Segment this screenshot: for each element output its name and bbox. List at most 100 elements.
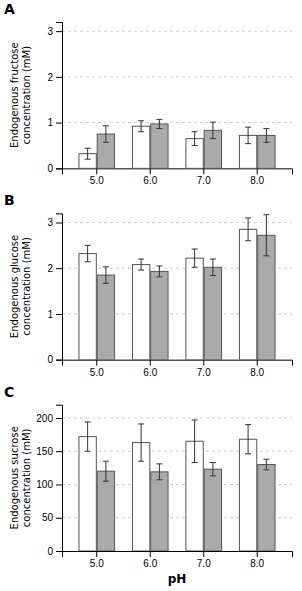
y-tick: 0	[47, 546, 62, 557]
y-axis-title-line: concentration (mM)	[21, 46, 32, 145]
x-tick: 8.0	[250, 551, 264, 569]
x-tick-line	[150, 551, 151, 557]
error-bar-cap	[210, 122, 216, 123]
x-tick-line	[257, 168, 258, 174]
y-tick-line	[56, 123, 62, 124]
x-tick-label: 8.0	[250, 558, 264, 569]
y-axis-line	[56, 23, 63, 169]
bar	[97, 471, 114, 551]
bar	[258, 465, 275, 551]
error-bar-stem	[212, 259, 213, 275]
error-bar-stem	[212, 122, 213, 138]
grid-line	[62, 76, 292, 77]
error-bar-stem	[159, 266, 160, 277]
x-tick-line	[150, 360, 151, 366]
error-bar	[210, 259, 216, 275]
y-tick: 2	[47, 72, 62, 83]
error-bar	[103, 267, 109, 283]
y-axis-title-line: concentration (mM)	[21, 237, 32, 336]
error-bar-stem	[141, 259, 142, 270]
y-tick-label: 3	[47, 217, 53, 228]
error-bar-cap	[192, 131, 198, 132]
error-bar-stem	[159, 119, 160, 128]
error-bar	[85, 245, 91, 261]
error-bar	[103, 461, 109, 481]
x-tick-line	[96, 168, 97, 174]
error-bar-stem	[266, 459, 267, 470]
x-tick-label: 5.0	[90, 175, 104, 186]
x-axis-title: pH	[168, 572, 187, 586]
error-bar-stem	[194, 132, 195, 146]
error-bar	[138, 121, 144, 132]
error-bar-cap	[138, 423, 144, 424]
error-bar	[156, 119, 162, 128]
error-bar-cap	[245, 143, 251, 144]
error-bar-cap	[245, 217, 251, 218]
x-tick-label: 7.0	[197, 367, 211, 378]
error-bar	[210, 122, 216, 138]
error-bar	[156, 464, 162, 480]
x-tick: 7.0	[197, 551, 211, 569]
y-tick-label: 0	[47, 163, 53, 174]
error-bar	[192, 420, 198, 463]
grid	[62, 31, 292, 122]
panel-label: B	[4, 192, 15, 208]
x-tick: 6.0	[143, 168, 157, 186]
error-bar-cap	[103, 283, 109, 284]
error-bar	[245, 127, 251, 143]
x-tick-line	[96, 551, 97, 557]
error-bar	[245, 425, 251, 454]
error-bar-cap	[85, 148, 91, 149]
error-bar-cap	[245, 127, 251, 128]
x-axis-line	[63, 360, 293, 366]
error-bar-stem	[212, 463, 213, 476]
x-tick: 7.0	[197, 360, 211, 378]
x-tick: 6.0	[143, 360, 157, 378]
error-bar	[85, 422, 91, 451]
error-bar-cap	[85, 159, 91, 160]
error-bar-cap	[103, 461, 109, 462]
series	[97, 459, 275, 551]
x-tick-label: 6.0	[143, 367, 157, 378]
x-tick-label: 6.0	[143, 558, 157, 569]
error-bar	[263, 215, 269, 256]
x-tick-label: 6.0	[143, 175, 157, 186]
x-tick-label: 7.0	[197, 558, 211, 569]
error-bar-cap	[263, 255, 269, 256]
error-bar-cap	[85, 451, 91, 452]
series	[97, 215, 275, 360]
y-axis-title: Endogenous fructoseconcentration (mM)	[9, 42, 32, 148]
x-axis-line	[63, 552, 293, 558]
error-bar-stem	[87, 422, 88, 451]
x-tick-line	[257, 360, 258, 366]
error-bar	[103, 126, 109, 142]
y-axis-title-line: Endogenous sucrose	[9, 426, 20, 529]
bar	[97, 275, 114, 360]
grid-line	[62, 417, 292, 418]
y-tick: 150	[36, 446, 62, 457]
series	[79, 218, 257, 360]
panel: 01235.06.07.08.0Endogenous glucoseconcen…	[4, 192, 293, 377]
y-axis-title: Endogenous sucroseconcentration (mM)	[9, 426, 32, 529]
error-bar-cap	[263, 128, 269, 129]
panel-label: C	[4, 384, 14, 400]
error-bar-cap	[210, 138, 216, 139]
error-bar-cap	[156, 265, 162, 266]
x-tick-label: 8.0	[250, 175, 264, 186]
error-bar	[263, 459, 269, 470]
x-tick-line	[257, 551, 258, 557]
grid-line	[62, 222, 292, 223]
error-bar	[192, 132, 198, 146]
grid-line	[62, 31, 292, 32]
y-tick: 0	[47, 354, 62, 365]
error-bar-cap	[263, 459, 269, 460]
x-tick: 7.0	[197, 168, 211, 186]
error-bar-stem	[141, 424, 142, 461]
error-bar	[138, 424, 144, 461]
x-tick-label: 8.0	[250, 367, 264, 378]
error-bar-cap	[103, 142, 109, 143]
y-axis-title-line: Endogenous fructose	[9, 42, 20, 148]
error-bar-stem	[105, 126, 106, 142]
x-tick: 8.0	[250, 360, 264, 378]
y-tick-line	[56, 360, 62, 361]
